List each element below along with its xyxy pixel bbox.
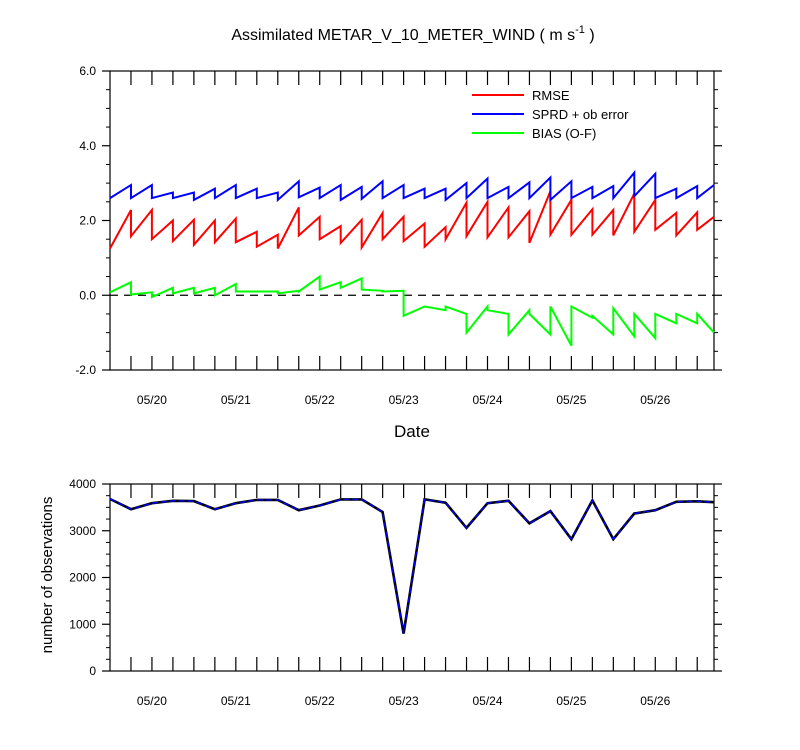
legend-label-sprd: SPRD + ob error (532, 107, 629, 122)
top-y-tick-label: 6.0 (79, 64, 96, 78)
top-x-tick-label: 05/21 (221, 393, 251, 407)
bottom-x-tick-label: 05/22 (305, 694, 335, 708)
bottom-y-tick-label: 0 (89, 664, 96, 678)
top-x-tick-label: 05/24 (472, 393, 502, 407)
top-x-tick-label: 05/25 (556, 393, 586, 407)
bottom-x-tick-label: 05/24 (472, 694, 502, 708)
series-line-bias (109, 274, 715, 347)
top-plot: 05/20 05/21 05/22 05/23 05/24 05/25 05/26 -2.0 0… (75, 64, 722, 407)
legend-label-rmse: RMSE (532, 88, 570, 103)
bottom-y-tick-label: 2000 (69, 571, 96, 585)
bottom-x-tick-label: 05/20 (137, 694, 167, 708)
top-x-tick-label: 05/20 (137, 393, 167, 407)
obs-line-used (109, 498, 715, 634)
bottom-plot: 05/20 05/21 05/22 05/23 05/24 05/25 05/26 0 1000… (69, 477, 722, 708)
bottom-y-tick-label: 1000 (69, 617, 96, 631)
x-axis-label: Date (394, 422, 430, 441)
top-x-tick-label: 05/22 (305, 393, 335, 407)
bottom-x-tick-label: 05/21 (221, 694, 251, 708)
top-y-tick-label: 4.0 (79, 139, 96, 153)
bottom-y-tick-label: 3000 (69, 524, 96, 538)
obs-line-possible (109, 497, 715, 634)
series-line-rmse (109, 190, 715, 251)
bottom-x-tick-label: 05/23 (389, 694, 419, 708)
bottom-x-tick-label: 05/26 (640, 694, 670, 708)
bottom-y-tick-label: 4000 (69, 477, 96, 491)
series-line-sprd (109, 169, 715, 203)
top-y-tick-label: -2.0 (75, 363, 96, 377)
top-x-tick-label: 05/26 (640, 393, 670, 407)
bottom-x-tick-label: 05/25 (556, 694, 586, 708)
y-axis-label-bottom: number of observations (39, 497, 56, 654)
legend-label-bias: BIAS (O-F) (532, 126, 596, 141)
chart-title: Assimilated METAR_V_10_METER_WIND ( m s-… (231, 24, 594, 44)
top-x-tick-label: 05/23 (389, 393, 419, 407)
top-y-tick-label: 0.0 (79, 288, 96, 302)
top-y-tick-label: 2.0 (79, 214, 96, 228)
